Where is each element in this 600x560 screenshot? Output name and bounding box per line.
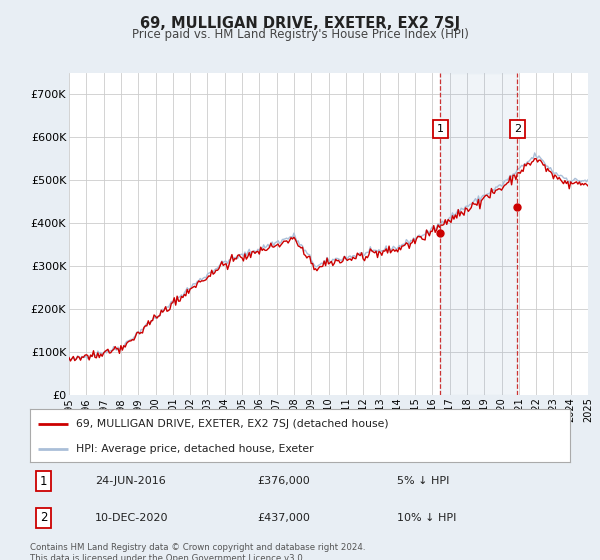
Text: 1: 1 <box>437 124 444 134</box>
Text: 10-DEC-2020: 10-DEC-2020 <box>95 513 168 522</box>
Text: HPI: Average price, detached house, Exeter: HPI: Average price, detached house, Exet… <box>76 444 314 454</box>
Text: £376,000: £376,000 <box>257 477 310 487</box>
Text: 5% ↓ HPI: 5% ↓ HPI <box>397 477 449 487</box>
Text: 2: 2 <box>514 124 521 134</box>
Text: 1: 1 <box>40 475 47 488</box>
Bar <box>440 73 517 395</box>
Text: Price paid vs. HM Land Registry's House Price Index (HPI): Price paid vs. HM Land Registry's House … <box>131 28 469 41</box>
Text: £437,000: £437,000 <box>257 513 310 522</box>
Text: 10% ↓ HPI: 10% ↓ HPI <box>397 513 457 522</box>
Text: Contains HM Land Registry data © Crown copyright and database right 2024.
This d: Contains HM Land Registry data © Crown c… <box>30 543 365 560</box>
Text: 24-JUN-2016: 24-JUN-2016 <box>95 477 166 487</box>
Text: 69, MULLIGAN DRIVE, EXETER, EX2 7SJ (detached house): 69, MULLIGAN DRIVE, EXETER, EX2 7SJ (det… <box>76 419 389 429</box>
Text: 69, MULLIGAN DRIVE, EXETER, EX2 7SJ: 69, MULLIGAN DRIVE, EXETER, EX2 7SJ <box>140 16 460 31</box>
Text: 2: 2 <box>40 511 47 524</box>
